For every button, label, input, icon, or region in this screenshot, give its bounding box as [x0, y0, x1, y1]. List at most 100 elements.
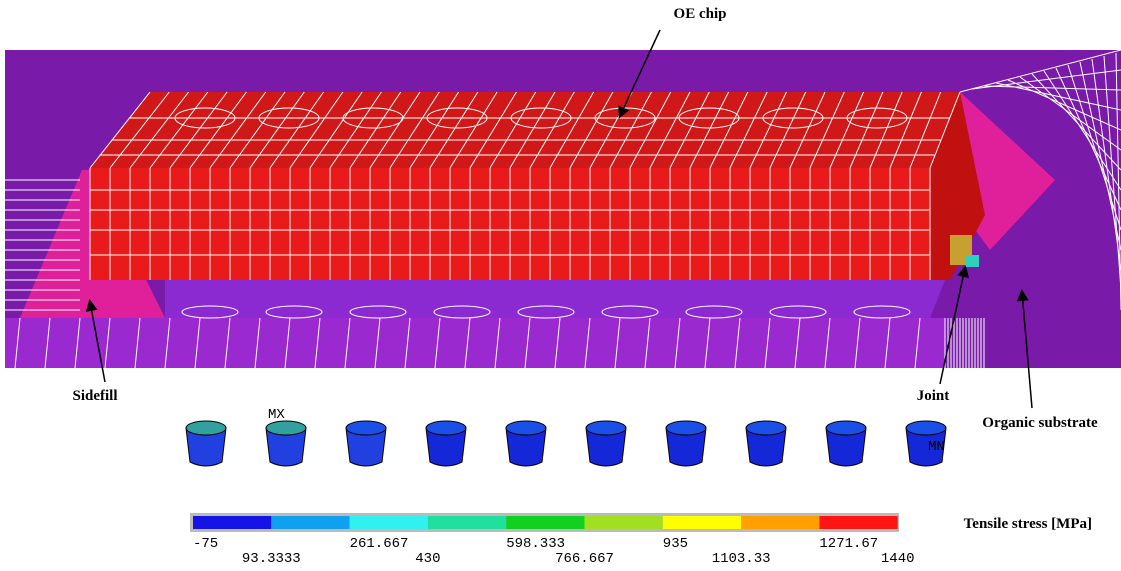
- colorbar-band: [271, 516, 350, 529]
- chip-side: [930, 92, 985, 280]
- mesh-line: [824, 317, 831, 369]
- mesh-line: [1091, 58, 1121, 271]
- mesh-line: [74, 317, 81, 369]
- mesh-rosette: [762, 107, 824, 129]
- arrow: [1016, 289, 1033, 409]
- mesh-line: [1007, 79, 1121, 131]
- mesh-rosette: [174, 107, 236, 129]
- bump: [745, 427, 787, 467]
- mesh-line: [914, 317, 921, 369]
- mesh-rosette: [349, 305, 407, 319]
- bump: [185, 427, 227, 467]
- bump: [345, 427, 387, 467]
- colorbar-label: 598.333: [506, 536, 565, 552]
- colorbar-band: [193, 516, 272, 529]
- bump-top: [825, 420, 867, 436]
- mesh-line: [134, 317, 141, 369]
- mesh-rosette: [853, 305, 911, 319]
- underfill-layer: [165, 280, 945, 318]
- mesh-line: [374, 317, 381, 369]
- mesh-line: [764, 317, 771, 369]
- mesh-line: [164, 317, 171, 369]
- mesh-rosette: [769, 305, 827, 319]
- mesh-rosette: [510, 107, 572, 129]
- bump-top: [745, 420, 787, 436]
- mesh-lines: [5, 49, 1121, 369]
- bump: [265, 427, 307, 467]
- mesh-line: [704, 317, 711, 369]
- mesh-line: [614, 317, 621, 369]
- mesh-line: [734, 317, 741, 369]
- bump: [585, 427, 627, 467]
- max-marker: MX: [268, 407, 285, 423]
- label-organic-substrate: Organic substrate: [982, 415, 1098, 431]
- joint-base: [965, 255, 979, 267]
- arrow: [939, 265, 969, 385]
- bump-top: [905, 420, 947, 436]
- bump-top: [585, 420, 627, 436]
- mesh-line: [959, 49, 1121, 93]
- colorbar: -75 261.667 598.333 935 1271.67 93.3333 430 766…: [193, 516, 915, 567]
- mesh-rosette: [517, 305, 575, 319]
- bump: [505, 427, 547, 467]
- mesh-line: [884, 317, 891, 369]
- arrow: [85, 299, 106, 383]
- colorbar-label: 766.667: [555, 551, 614, 567]
- colorbar-label: 1440: [881, 551, 915, 567]
- mesh-rosette: [258, 107, 320, 129]
- colorbar-label: 1271.67: [819, 536, 878, 552]
- colorbar-band: [349, 516, 428, 529]
- bump-top: [345, 420, 387, 436]
- mesh-line: [1043, 70, 1121, 191]
- solder-bumps: [185, 420, 947, 467]
- mesh-line: [314, 317, 321, 369]
- mesh-line: [524, 317, 531, 369]
- mesh-line: [1019, 76, 1121, 151]
- colorbar-label: 1103.33: [712, 551, 771, 567]
- mesh-line: [1055, 67, 1121, 211]
- chip-top: [90, 92, 960, 168]
- bump: [425, 427, 467, 467]
- colorbar-band: [741, 516, 820, 529]
- mesh-line: [464, 317, 471, 369]
- mesh-rosette: [601, 305, 659, 319]
- mesh-rosette: [685, 305, 743, 319]
- bump-top: [265, 420, 307, 436]
- mesh-line: [254, 317, 261, 369]
- label-oe-chip: OE chip: [674, 6, 727, 22]
- colorbar-band: [819, 516, 898, 529]
- mesh-rosette: [846, 107, 908, 129]
- mesh-rosette: [265, 305, 323, 319]
- mesh-line: [104, 317, 111, 369]
- bump: [825, 427, 867, 467]
- mesh-line: [554, 317, 561, 369]
- mesh-line: [929, 91, 961, 169]
- colorbar-label: 261.667: [350, 536, 409, 552]
- colorbar-title: Tensile stress [MPa]: [964, 516, 1092, 532]
- mesh-rosette: [426, 107, 488, 129]
- colorbar-band: [662, 516, 742, 529]
- colorbar-label: -75: [193, 536, 218, 552]
- colorbar-label: 935: [663, 536, 688, 552]
- mesh-line: [644, 317, 651, 369]
- bump-top: [505, 420, 547, 436]
- colorbar-label: 430: [415, 551, 440, 567]
- bump-top: [425, 420, 467, 436]
- mesh-line: [284, 317, 291, 369]
- substrate: [5, 318, 945, 368]
- mesh-line: [674, 317, 681, 369]
- mesh-line: [1103, 55, 1121, 291]
- colorbar-band: [427, 516, 507, 529]
- arrow: [618, 29, 661, 119]
- colorbar-band: [584, 516, 663, 529]
- mesh-line: [44, 317, 51, 369]
- mesh-line: [224, 317, 231, 369]
- mesh-line: [794, 317, 801, 369]
- mesh-line: [584, 317, 591, 369]
- mesh-rosette: [433, 305, 491, 319]
- mesh-rosette: [342, 107, 404, 129]
- mesh-rosette: [181, 305, 239, 319]
- label-sidefill: Sidefill: [72, 388, 117, 404]
